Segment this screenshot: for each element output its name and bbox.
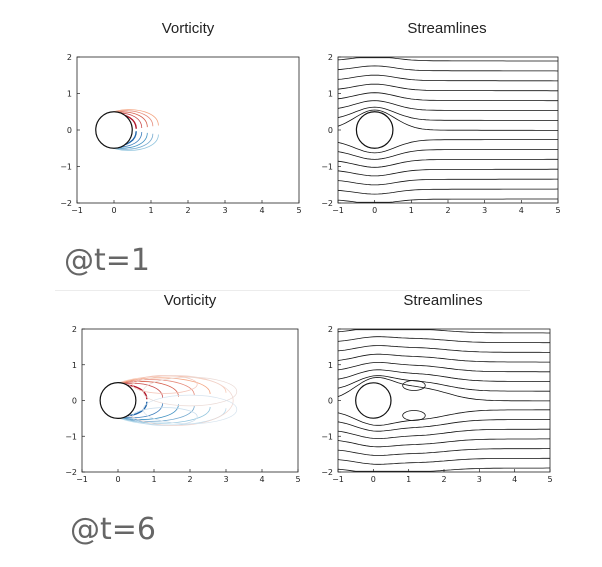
y-tick-label: −1 [321,432,333,441]
streamline [337,428,550,439]
y-tick-label: 2 [328,325,333,334]
x-tick-label: 1 [151,475,156,484]
streamline [337,198,558,203]
streamline [337,369,550,382]
x-tick-label: 2 [187,475,192,484]
x-tick-label: −1 [76,475,88,484]
streamline [337,467,550,472]
streamline [337,362,550,373]
x-tick-label: 1 [406,475,411,484]
x-tick-label: 0 [115,475,120,484]
streamline [337,448,550,456]
x-tick-label: 5 [555,206,560,215]
x-tick-label: 2 [445,206,450,215]
vorticity-title-t6: Vorticity [163,292,217,309]
streamline [337,139,558,154]
y-tick-label: −2 [321,468,333,477]
x-tick-label: 5 [296,206,301,215]
cylinder [99,382,137,419]
wake-contour [142,394,238,425]
cylinder [95,111,133,149]
y-tick-label: −2 [65,468,77,477]
streamline [337,377,550,402]
y-tick-label: −2 [321,199,333,208]
vorticity-title-t1: Vorticity [161,20,215,37]
y-tick-label: 1 [67,90,72,99]
streamline [337,329,550,334]
streamline [337,100,558,111]
x-tick-label: 2 [441,475,446,484]
x-tick-label: 1 [409,206,414,215]
x-tick-label: 0 [372,206,377,215]
streamline [337,353,550,363]
y-tick-label: 1 [328,361,333,370]
y-tick-label: 1 [328,90,333,99]
wake-contour [132,407,198,426]
y-tick-label: 2 [328,53,333,62]
y-tick-label: −1 [321,163,333,172]
wake-contour [142,376,238,407]
y-tick-label: −1 [65,432,77,441]
streamline [337,438,550,448]
streamline [337,409,550,426]
streamline [337,92,558,102]
y-tick-label: −2 [60,199,72,208]
x-tick-label: −1 [71,206,83,215]
wake-contour [132,375,198,394]
streamline [337,345,550,353]
streamline [337,106,558,121]
x-tick-label: −1 [332,206,344,215]
y-tick-label: 2 [72,325,77,334]
x-tick-label: −1 [332,475,344,484]
x-tick-label: 4 [512,475,517,484]
x-tick-label: 3 [482,206,487,215]
streamline [337,178,558,186]
x-tick-label: 4 [259,206,264,215]
cylinder [355,111,394,149]
streamline [337,57,558,62]
time-label-t1: @t=1 [64,243,150,278]
time-label-t6: @t=6 [70,512,156,547]
streamline [337,65,559,72]
x-tick-label: 3 [222,206,227,215]
y-tick-label: 2 [67,53,72,62]
y-tick-label: 0 [72,397,77,406]
recirculation-eddy [402,380,426,391]
x-tick-label: 1 [148,206,153,215]
x-tick-label: 5 [295,475,300,484]
x-tick-label: 5 [547,475,552,484]
streamline [337,168,558,177]
streamline [337,457,550,465]
recirculation-eddy [402,410,426,421]
streamline [337,83,558,92]
streamline [337,419,550,432]
streamline [337,336,550,344]
streamline [337,158,558,168]
streamline [337,188,559,195]
y-tick-label: −1 [60,163,72,172]
y-tick-label: 0 [328,126,333,135]
section-divider [55,290,530,291]
x-tick-label: 3 [223,475,228,484]
x-tick-label: 4 [519,206,524,215]
cylinder [355,382,392,419]
y-tick-label: 0 [67,126,72,135]
streamline [337,375,550,392]
x-tick-label: 0 [111,206,116,215]
streamline [337,109,558,131]
x-tick-label: 3 [477,475,482,484]
streamlines-title-t1: Streamlines [407,20,487,37]
streamline [337,74,558,82]
y-tick-label: 0 [328,397,333,406]
x-tick-label: 2 [185,206,190,215]
streamline [337,149,558,160]
x-tick-label: 0 [371,475,376,484]
x-tick-label: 4 [259,475,264,484]
y-tick-label: 1 [72,361,77,370]
streamlines-title-t6: Streamlines [403,292,483,309]
